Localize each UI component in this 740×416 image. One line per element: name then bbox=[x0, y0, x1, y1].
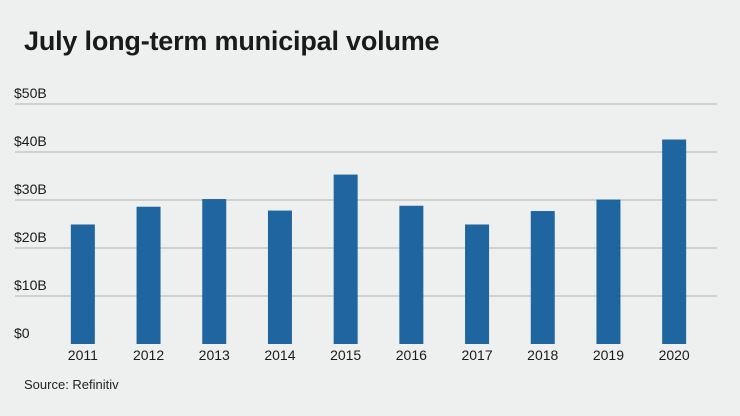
bar-2017 bbox=[465, 224, 490, 344]
y-tick-label: $40B bbox=[14, 133, 47, 149]
y-axis-tick-labels: $0 $10B $20B $30B $40B $50B bbox=[14, 85, 47, 341]
bar-2013 bbox=[202, 199, 227, 344]
y-tick-label: $0 bbox=[14, 325, 30, 341]
bar-2011 bbox=[70, 224, 95, 344]
x-tick-label: 2016 bbox=[396, 347, 427, 363]
x-tick-label: 2014 bbox=[264, 347, 295, 363]
bar-2014 bbox=[267, 210, 292, 344]
bar-2018 bbox=[530, 211, 555, 344]
y-tick-label: $20B bbox=[14, 229, 47, 245]
x-tick-label: 2013 bbox=[199, 347, 230, 363]
source-note: Source: Refinitiv bbox=[24, 377, 119, 392]
bar-2019 bbox=[596, 199, 621, 344]
x-tick-label: 2017 bbox=[461, 347, 492, 363]
bar-2016 bbox=[399, 205, 424, 344]
chart-title: July long-term municipal volume bbox=[24, 26, 440, 56]
x-tick-label: 2018 bbox=[527, 347, 558, 363]
x-tick-label: 2015 bbox=[330, 347, 361, 363]
bars bbox=[70, 139, 687, 344]
x-tick-label: 2019 bbox=[593, 347, 624, 363]
y-tick-label: $10B bbox=[14, 277, 47, 293]
x-tick-label: 2012 bbox=[133, 347, 164, 363]
x-axis-tick-labels: 2011 2012 2013 2014 2015 2016 2017 2018 2019 2020 bbox=[68, 347, 690, 363]
y-tick-label: $50B bbox=[14, 85, 47, 101]
x-tick-label: 2020 bbox=[659, 347, 690, 363]
x-tick-label: 2011 bbox=[68, 347, 98, 363]
bar-2012 bbox=[136, 206, 161, 344]
y-tick-label: $30B bbox=[14, 181, 47, 197]
bar-2015 bbox=[333, 174, 358, 344]
bar-2020 bbox=[662, 139, 687, 344]
